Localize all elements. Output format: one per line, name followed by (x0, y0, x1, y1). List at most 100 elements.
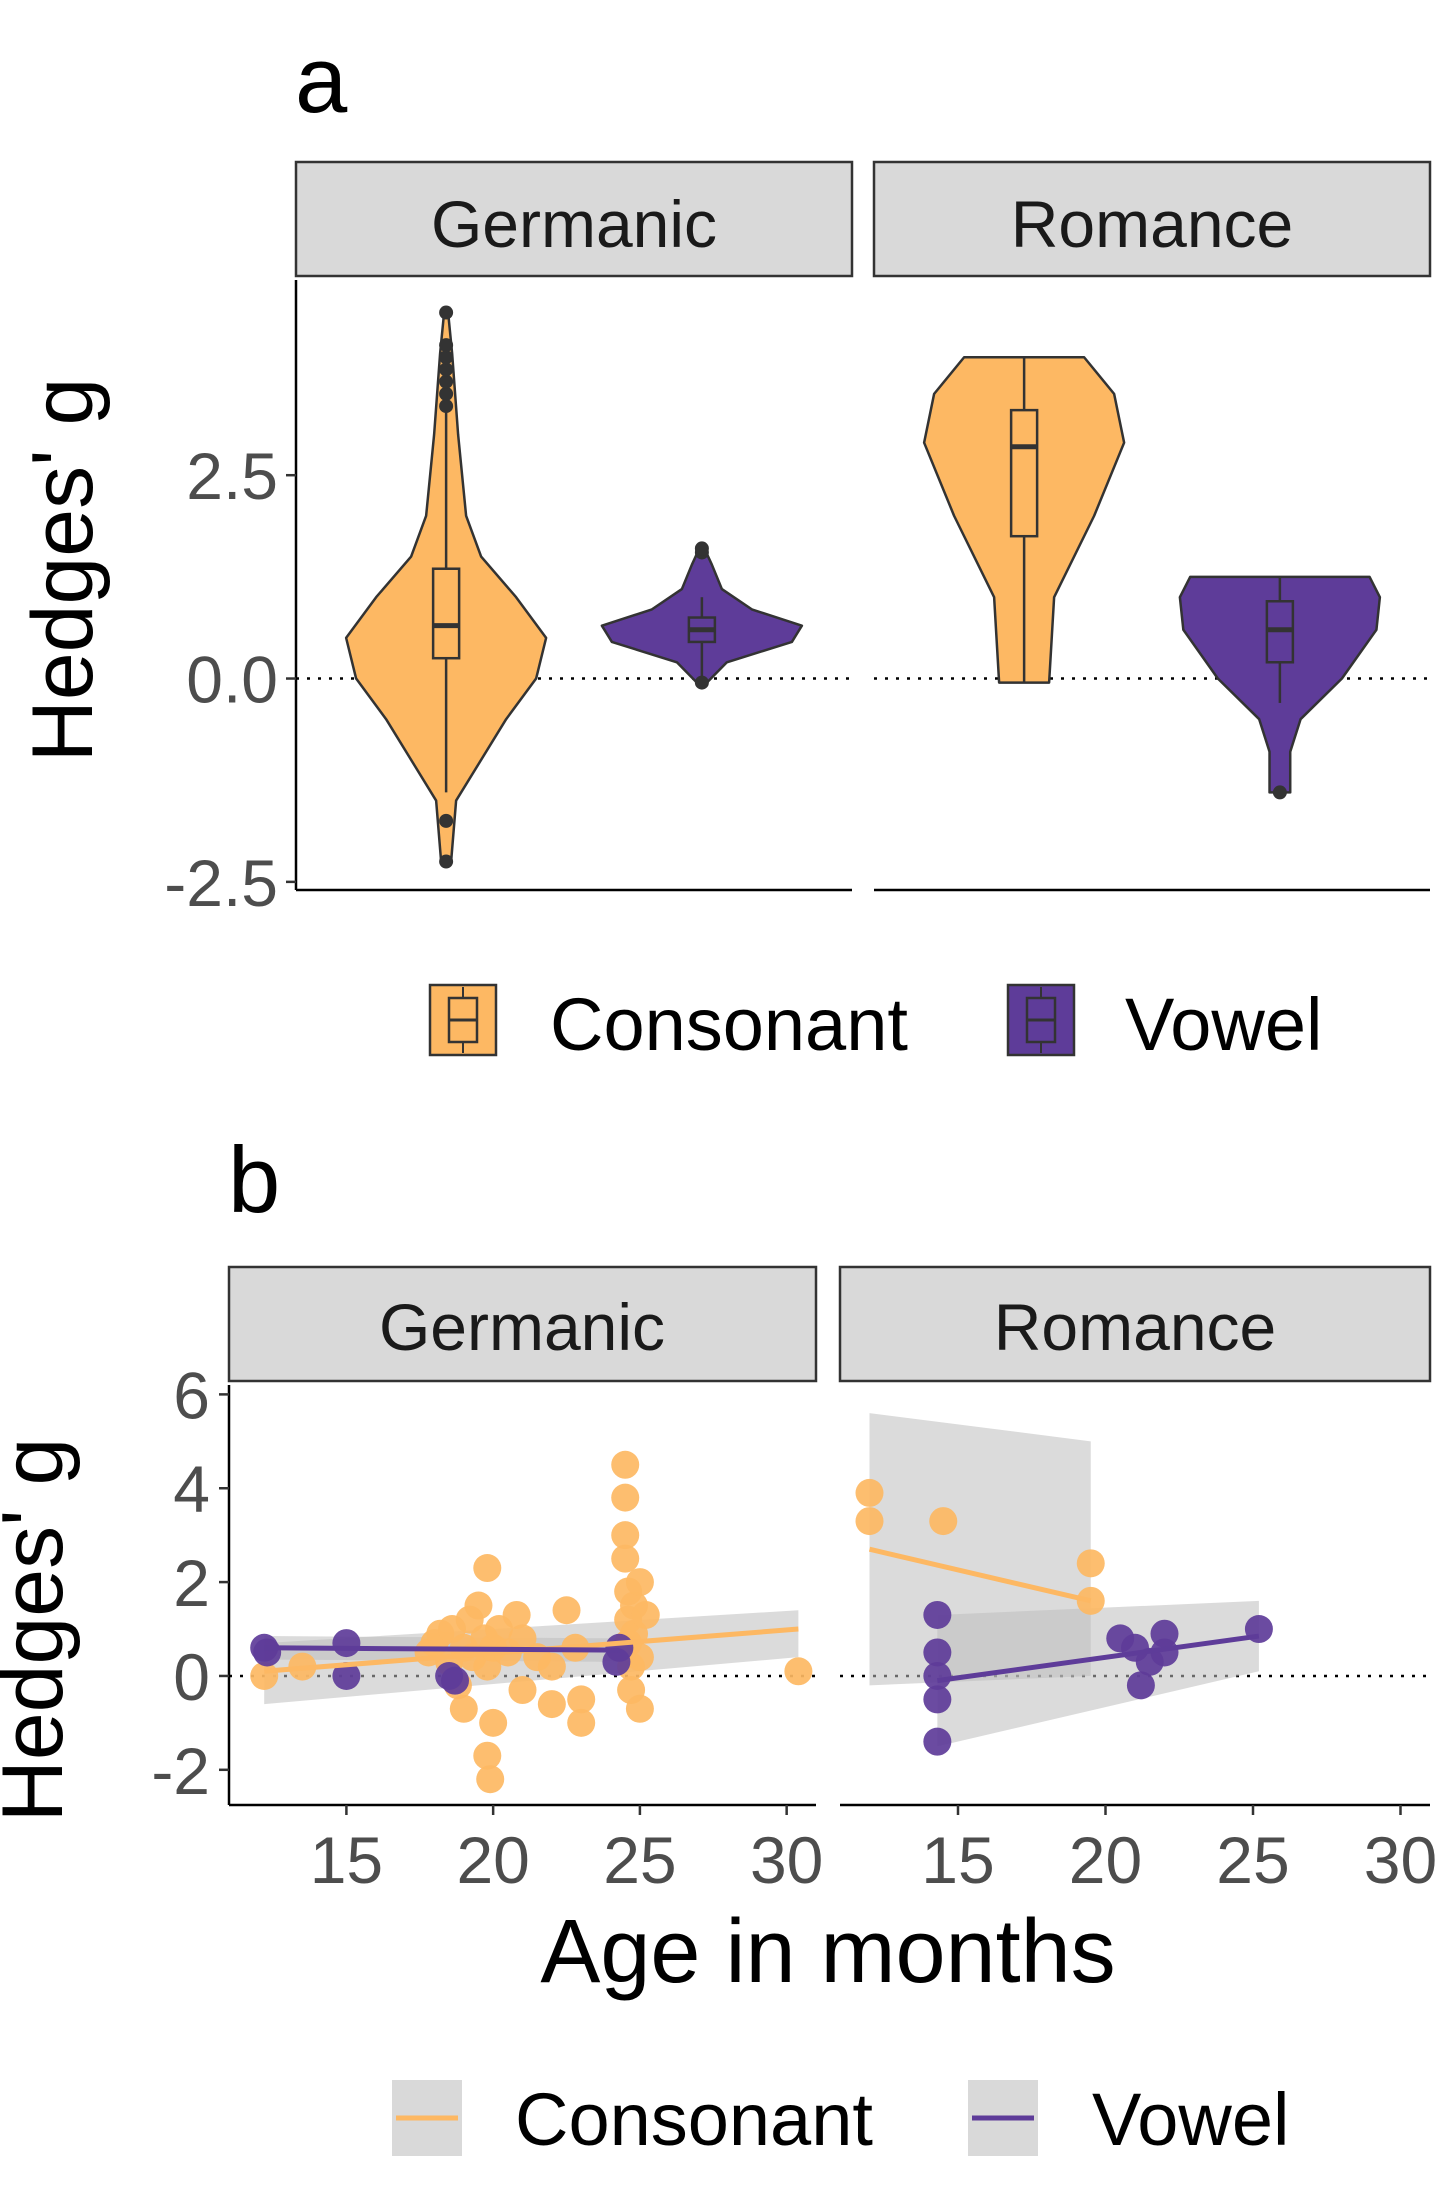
data-point-consonant (855, 1507, 884, 1536)
fit-line-romance-vowel (937, 1633, 1260, 1684)
panel-b-strip-romance: Romance (838, 1265, 1432, 1383)
outlier-point (694, 675, 709, 690)
fit-line-romance-consonant (868, 1546, 1092, 1604)
data-point-vowel (1126, 1671, 1155, 1700)
facet-label-germanic-b: Germanic (379, 1290, 665, 1364)
legend-label-vowel-b: Vowel (1092, 2078, 1289, 2161)
outlier-point (439, 374, 454, 389)
panel-a-y-axis-title: Hedges' g (15, 378, 111, 763)
data-point-vowel (923, 1661, 952, 1690)
panel-a-label: a (295, 27, 348, 132)
panel-a-strip-germanic: Germanic (294, 160, 854, 278)
outlier-point (1272, 785, 1287, 800)
outlier-point (439, 386, 454, 401)
data-point-vowel (923, 1600, 952, 1629)
data-point-consonant (631, 1600, 660, 1629)
data-point-consonant (473, 1741, 502, 1770)
data-point-consonant (464, 1591, 493, 1620)
data-point-consonant (476, 1765, 505, 1794)
x-tick-label-b: 30 (750, 1823, 823, 1897)
panel-b-y-axis-title: Hedges' g (0, 1438, 81, 1823)
panel-a-legend: Consonant Vowel (428, 983, 1322, 1066)
ci-ribbon-romance-vowel (937, 1600, 1259, 1747)
box-iqr (431, 567, 461, 660)
outlier-point (439, 305, 454, 320)
panel-b-plot-area: 15 20 25 30 15 20 25 30 -2 0 2 4 6 (151, 1358, 1437, 1897)
y-tick-label-b: 4 (173, 1452, 210, 1526)
outlier-point (439, 362, 454, 377)
data-point-consonant (1076, 1549, 1105, 1578)
data-point-consonant (508, 1624, 537, 1653)
data-point-consonant (929, 1507, 958, 1536)
data-point-consonant (784, 1657, 813, 1686)
strip-romance-b (838, 1265, 1432, 1383)
data-point-vowel (332, 1629, 361, 1658)
strip-germanic-b (227, 1265, 818, 1383)
data-point-consonant (537, 1690, 566, 1719)
data-point-vowel (440, 1666, 469, 1695)
data-point-consonant (611, 1521, 640, 1550)
panel-b-legend: Consonant Vowel (392, 2078, 1289, 2161)
legend-label-consonant-b: Consonant (515, 2078, 873, 2161)
x-tick-label-b: 20 (456, 1823, 529, 1897)
y-tick-label-a: -2.5 (164, 846, 278, 920)
data-point-consonant (625, 1568, 654, 1597)
data-point-vowel (923, 1638, 952, 1667)
y-tick-label-b: 6 (173, 1358, 210, 1432)
data-point-consonant (625, 1694, 654, 1723)
strip-romance-a (872, 160, 1432, 278)
facet-label-romance-a: Romance (1011, 187, 1293, 261)
box-iqr (1009, 408, 1039, 538)
data-point-vowel (253, 1638, 282, 1667)
panel-b-label: b (228, 1127, 280, 1232)
panel-a-plot-area: -2.5 0.0 2.5 (164, 280, 1430, 920)
y-tick-label-b: 0 (173, 1640, 210, 1714)
data-point-consonant (611, 1483, 640, 1512)
y-tick-label-b: 2 (173, 1546, 210, 1620)
data-point-consonant (567, 1685, 596, 1714)
data-point-consonant (552, 1596, 581, 1625)
strip-germanic-a (294, 160, 854, 278)
x-tick-label-b: 15 (921, 1823, 994, 1897)
y-tick-label-a: 0.0 (186, 643, 278, 717)
legend-key-consonant-b (392, 2080, 462, 2156)
data-point-consonant (479, 1708, 508, 1737)
x-tick-label-b: 15 (310, 1823, 383, 1897)
x-tick-label-b: 25 (603, 1823, 676, 1897)
data-point-consonant (537, 1652, 566, 1681)
x-tick-label-b: 30 (1364, 1823, 1437, 1897)
data-point-consonant (611, 1544, 640, 1573)
data-point-vowel (332, 1661, 361, 1690)
outlier-point (439, 813, 454, 828)
data-point-consonant (508, 1676, 537, 1705)
legend-label-consonant-a: Consonant (550, 983, 908, 1066)
outlier-point (439, 399, 454, 414)
outlier-point (439, 338, 454, 353)
outlier-point (439, 854, 454, 869)
panel-b-x-axis-title: Age in months (540, 1902, 1115, 2002)
panel-a: a Germanic Romance -2.50.02.5 Hedges' g … (15, 27, 1432, 1066)
fit-line-germanic-vowel (264, 1645, 620, 1653)
outlier-point (439, 350, 454, 365)
legend-key-vowel-b (968, 2080, 1038, 2156)
data-point-consonant (855, 1478, 884, 1507)
facet-label-romance-b: Romance (994, 1290, 1276, 1364)
data-point-consonant (611, 1450, 640, 1479)
panel-a-strip-romance: Romance (872, 160, 1432, 278)
outlier-point (694, 541, 709, 556)
facet-label-germanic-a: Germanic (431, 187, 717, 261)
data-point-vowel (923, 1727, 952, 1756)
data-point-vowel (923, 1685, 952, 1714)
data-point-consonant (473, 1554, 502, 1583)
data-point-vowel (1150, 1638, 1179, 1667)
legend-key-consonant-a (428, 983, 498, 1057)
legend-key-vowel-a (1006, 983, 1076, 1057)
x-tick-label-b: 20 (1069, 1823, 1142, 1897)
data-point-consonant (449, 1694, 478, 1723)
data-point-consonant (502, 1600, 531, 1629)
legend-label-vowel-a: Vowel (1125, 983, 1322, 1066)
y-tick-label-a: 2.5 (186, 439, 278, 513)
data-point-consonant (567, 1708, 596, 1737)
panel-b: b Germanic Romance 15 20 25 30 15 20 25 30 -2 0 2 4… (0, 1127, 1437, 2161)
